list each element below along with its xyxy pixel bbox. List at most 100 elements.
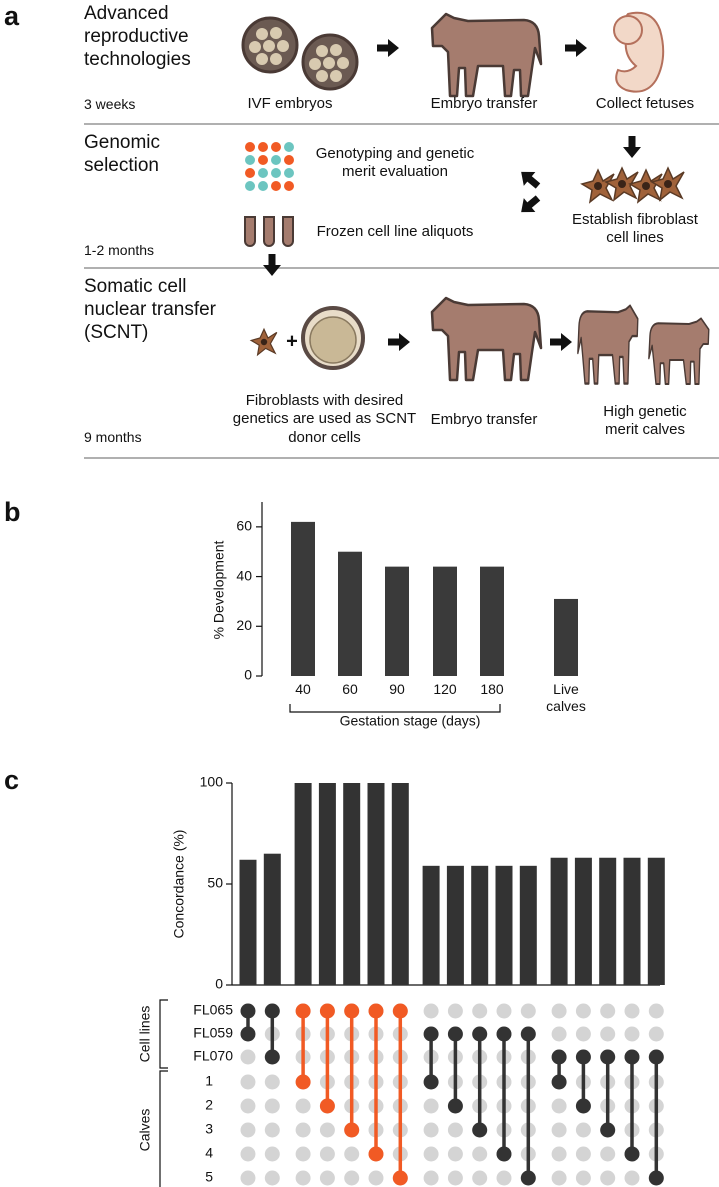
empty-dot [472, 1146, 488, 1162]
member-dot [344, 1003, 360, 1019]
empty-dot [240, 1122, 256, 1138]
member-dot [368, 1146, 384, 1162]
empty-dot [264, 1170, 280, 1186]
empty-dot [447, 1146, 463, 1162]
member-dot [344, 1122, 360, 1138]
arrow [623, 136, 641, 158]
empty-dot [319, 1122, 335, 1138]
empty-dot [648, 1026, 664, 1042]
y-tick-label: 40 [236, 567, 252, 583]
member-dot [624, 1049, 640, 1065]
set-label: 1 [205, 1073, 213, 1089]
empty-dot [319, 1170, 335, 1186]
duration: 9 months [84, 429, 142, 445]
empty-dot [447, 1170, 463, 1186]
step-label: High genetic merit calves [603, 403, 687, 439]
empty-dot [600, 1146, 616, 1162]
empty-dot [295, 1170, 311, 1186]
y-tick-label: 0 [244, 667, 252, 683]
member-dot [295, 1074, 311, 1090]
bar [291, 521, 315, 676]
cow-icon [430, 296, 543, 382]
empty-dot [624, 1003, 640, 1019]
calf-icon [647, 317, 710, 386]
step-label: Embryo transfer [430, 411, 538, 428]
bar [446, 865, 464, 985]
empty-dot [240, 1074, 256, 1090]
empty-dot [551, 1170, 567, 1186]
empty-dot [240, 1170, 256, 1186]
empty-dot [319, 1146, 335, 1162]
y-tick-label: 50 [207, 875, 223, 891]
step-label: Collect fetuses [595, 95, 695, 112]
member-dot [392, 1003, 408, 1019]
bracket-label: Gestation stage (days) [340, 713, 481, 729]
bar [550, 857, 568, 985]
member-dot [551, 1074, 567, 1090]
member-dot [264, 1049, 280, 1065]
empty-dot [600, 1170, 616, 1186]
member-dot [648, 1170, 664, 1186]
arrow [550, 333, 572, 351]
bar [554, 598, 578, 676]
arrow [388, 333, 410, 351]
set-label: FL059 [193, 1025, 233, 1041]
embryos [241, 16, 359, 91]
set-label: 2 [205, 1097, 213, 1113]
y-tick-label: 0 [215, 976, 223, 992]
step-label: Establish fibroblast cell lines [572, 211, 698, 247]
tubes [244, 216, 294, 247]
empty-dot [447, 1122, 463, 1138]
member-dot [520, 1026, 536, 1042]
empty-dot [575, 1146, 591, 1162]
plus-sign: + [286, 330, 298, 352]
row-title: Advanced reproductive technologies [84, 3, 191, 71]
bar [495, 865, 513, 985]
arrow [515, 164, 544, 193]
fibroblasts [581, 167, 685, 203]
empty-dot [496, 1170, 512, 1186]
member-dot [520, 1170, 536, 1186]
bar [471, 865, 489, 985]
member-dot [472, 1122, 488, 1138]
genotype-dots [245, 142, 294, 191]
empty-dot [295, 1122, 311, 1138]
arrow [565, 39, 587, 57]
row-title: Somatic cell nuclear transfer (SCNT) [84, 276, 217, 344]
empty-dot [472, 1170, 488, 1186]
bar [367, 783, 385, 985]
empty-dot [575, 1122, 591, 1138]
bar [343, 783, 361, 985]
x-tick-label: 180 [480, 681, 504, 697]
bar [599, 857, 617, 985]
bar [338, 551, 362, 676]
empty-dot [368, 1170, 384, 1186]
empty-dot [264, 1122, 280, 1138]
step-label: Genotyping and genetic merit evaluation [315, 145, 475, 181]
set-group-label: Cell lines [137, 1006, 153, 1063]
oocyte [301, 306, 365, 370]
empty-dot [423, 1170, 439, 1186]
bar [480, 566, 504, 676]
member-dot [240, 1026, 256, 1042]
member-dot [392, 1170, 408, 1186]
arrow [377, 39, 399, 57]
duration: 1-2 months [84, 242, 155, 258]
empty-dot [551, 1026, 567, 1042]
bar [647, 857, 665, 985]
member-dot [319, 1098, 335, 1114]
set-label: 4 [205, 1145, 213, 1161]
arrow [263, 254, 281, 276]
empty-dot [551, 1146, 567, 1162]
fetus-icon [613, 11, 665, 93]
empty-dot [423, 1122, 439, 1138]
bracket [289, 704, 501, 713]
member-dot [600, 1122, 616, 1138]
member-dot [319, 1003, 335, 1019]
y-tick-label: 60 [236, 518, 252, 534]
empty-dot [264, 1074, 280, 1090]
member-dot [575, 1049, 591, 1065]
empty-dot [624, 1170, 640, 1186]
